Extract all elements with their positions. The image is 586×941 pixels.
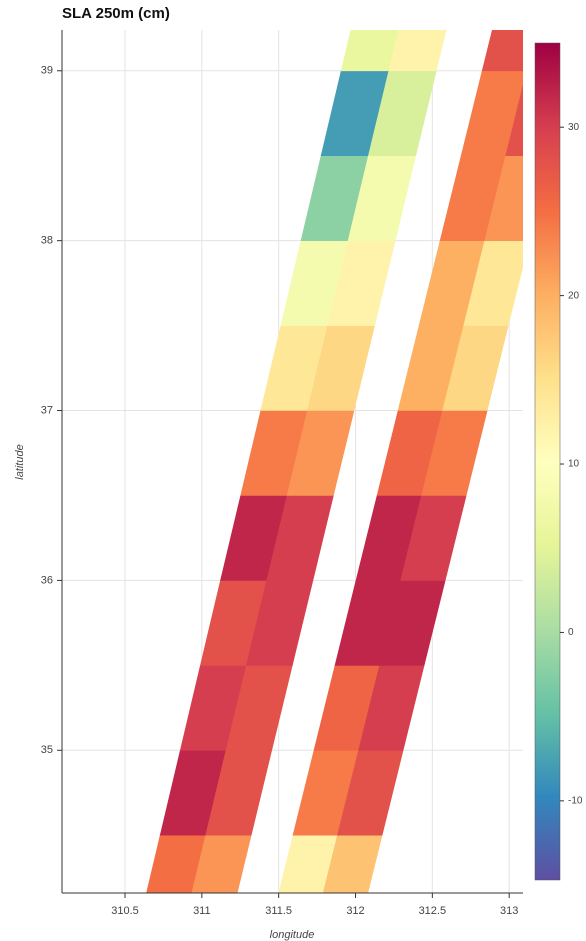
x-tick-label: 313 bbox=[500, 905, 518, 917]
colorbar bbox=[534, 42, 561, 881]
swath-cell bbox=[460, 70, 523, 156]
colorbar-tick-label: 10 bbox=[568, 459, 580, 470]
swath-cell bbox=[484, 155, 523, 241]
y-axis-label: latitude bbox=[14, 444, 26, 479]
y-tick-label: 36 bbox=[41, 574, 53, 586]
swath-cell bbox=[340, 30, 399, 72]
colorbar-tick-label: 20 bbox=[568, 290, 580, 301]
colorbar-ticks: -10 0 10 20 30 bbox=[560, 122, 583, 806]
y-tick-label: 37 bbox=[41, 404, 53, 416]
swath-cell bbox=[505, 84, 523, 156]
swath-cell bbox=[463, 240, 523, 326]
colorbar-tick-label: -10 bbox=[568, 795, 583, 806]
x-tick-label: 312.5 bbox=[419, 905, 447, 917]
swaths bbox=[146, 30, 523, 893]
x-axis-label: longitude bbox=[270, 929, 315, 941]
swath-cell bbox=[481, 30, 523, 72]
y-tick-label: 39 bbox=[41, 65, 53, 77]
swath-cell bbox=[388, 30, 447, 72]
colorbar-tick-label: 30 bbox=[568, 122, 580, 133]
y-tick-label: 38 bbox=[41, 235, 53, 247]
x-tick-label: 311 bbox=[193, 905, 211, 917]
axes: 310.5 311 311.5 312 312.5 313 35 36 37 38 39 bbox=[41, 30, 523, 917]
chart-title: SLA 250m (cm) bbox=[62, 5, 170, 22]
x-tick-label: 311.5 bbox=[265, 905, 292, 917]
colorbar-tick-label: 0 bbox=[568, 627, 574, 638]
x-tick-label: 312 bbox=[346, 905, 364, 917]
x-tick-label: 310.5 bbox=[111, 905, 139, 917]
y-tick-label: 35 bbox=[41, 744, 53, 756]
